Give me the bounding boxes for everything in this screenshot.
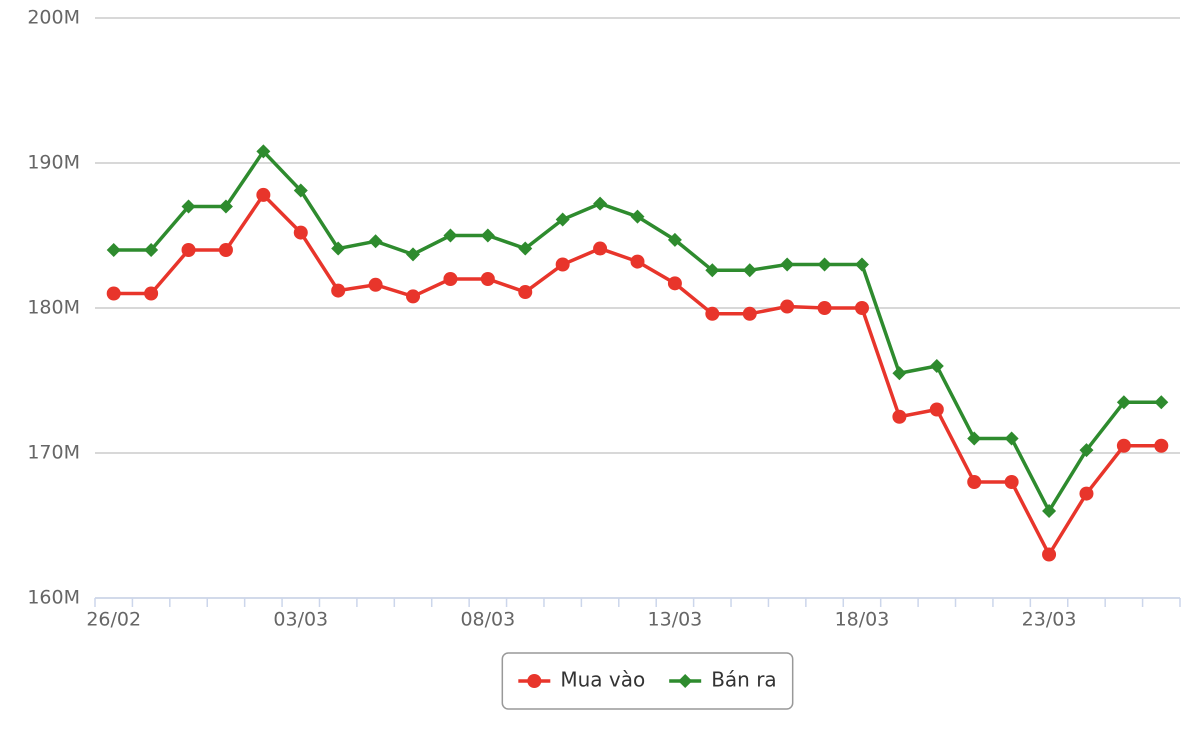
point <box>593 196 608 211</box>
point <box>1154 438 1169 453</box>
point <box>368 234 383 249</box>
point <box>630 254 645 269</box>
y-tick-label: 170M <box>27 442 80 464</box>
point <box>218 199 233 214</box>
point <box>780 257 795 272</box>
y-tick-label: 190M <box>27 152 80 174</box>
point <box>218 243 233 257</box>
series-line <box>113 192 1162 559</box>
point <box>518 285 533 300</box>
point <box>480 272 495 286</box>
point <box>443 272 458 286</box>
point <box>443 228 458 243</box>
point <box>368 277 383 292</box>
point <box>742 306 757 321</box>
point <box>293 225 308 240</box>
point <box>106 286 121 301</box>
point <box>630 209 645 224</box>
legend-marker <box>527 674 542 688</box>
legend-box <box>501 652 794 710</box>
point <box>854 301 869 315</box>
point <box>1154 395 1169 410</box>
point <box>144 243 159 257</box>
point <box>705 263 720 278</box>
point <box>555 257 570 272</box>
point <box>667 232 682 247</box>
point <box>181 243 196 257</box>
point <box>1116 438 1131 453</box>
point <box>593 241 608 256</box>
point <box>293 183 308 198</box>
point <box>181 199 196 214</box>
point <box>780 299 795 314</box>
point <box>817 257 832 272</box>
legend: Mua vào Bán ra <box>501 652 794 710</box>
x-tick-label: 13/03 <box>648 609 703 631</box>
point <box>256 144 271 159</box>
y-tick-label: 200M <box>27 7 80 29</box>
point <box>667 276 682 291</box>
point <box>331 283 346 298</box>
point <box>705 306 720 321</box>
point <box>106 243 121 257</box>
series-line <box>113 148 1162 515</box>
legend-marker <box>678 674 693 688</box>
y-tick-label: 160M <box>27 587 80 609</box>
point <box>1042 504 1057 518</box>
point <box>742 263 757 278</box>
point <box>967 475 982 489</box>
point <box>256 187 271 202</box>
point <box>929 359 944 373</box>
point <box>518 241 533 256</box>
point <box>480 228 495 243</box>
legend-label: Mua vào <box>560 668 645 692</box>
x-tick-label: 23/03 <box>1022 609 1077 631</box>
point <box>406 289 421 304</box>
point <box>1079 486 1094 501</box>
point <box>1079 443 1094 458</box>
point <box>929 402 944 417</box>
x-tick-label: 03/03 <box>273 609 328 631</box>
point <box>1004 475 1019 489</box>
legend-label: Bán ra <box>711 668 777 692</box>
point <box>892 409 907 424</box>
point <box>1116 395 1131 410</box>
x-tick-label: 26/02 <box>86 609 141 631</box>
point <box>817 301 832 315</box>
point <box>555 212 570 227</box>
point <box>854 257 869 272</box>
x-tick-label: 18/03 <box>835 609 890 631</box>
point <box>1042 547 1057 562</box>
point <box>1004 431 1019 446</box>
point <box>144 286 159 301</box>
y-tick-label: 180M <box>27 297 80 319</box>
point <box>406 247 421 262</box>
point <box>892 366 907 381</box>
point <box>331 241 346 256</box>
point <box>967 431 982 446</box>
x-tick-label: 08/03 <box>460 609 515 631</box>
